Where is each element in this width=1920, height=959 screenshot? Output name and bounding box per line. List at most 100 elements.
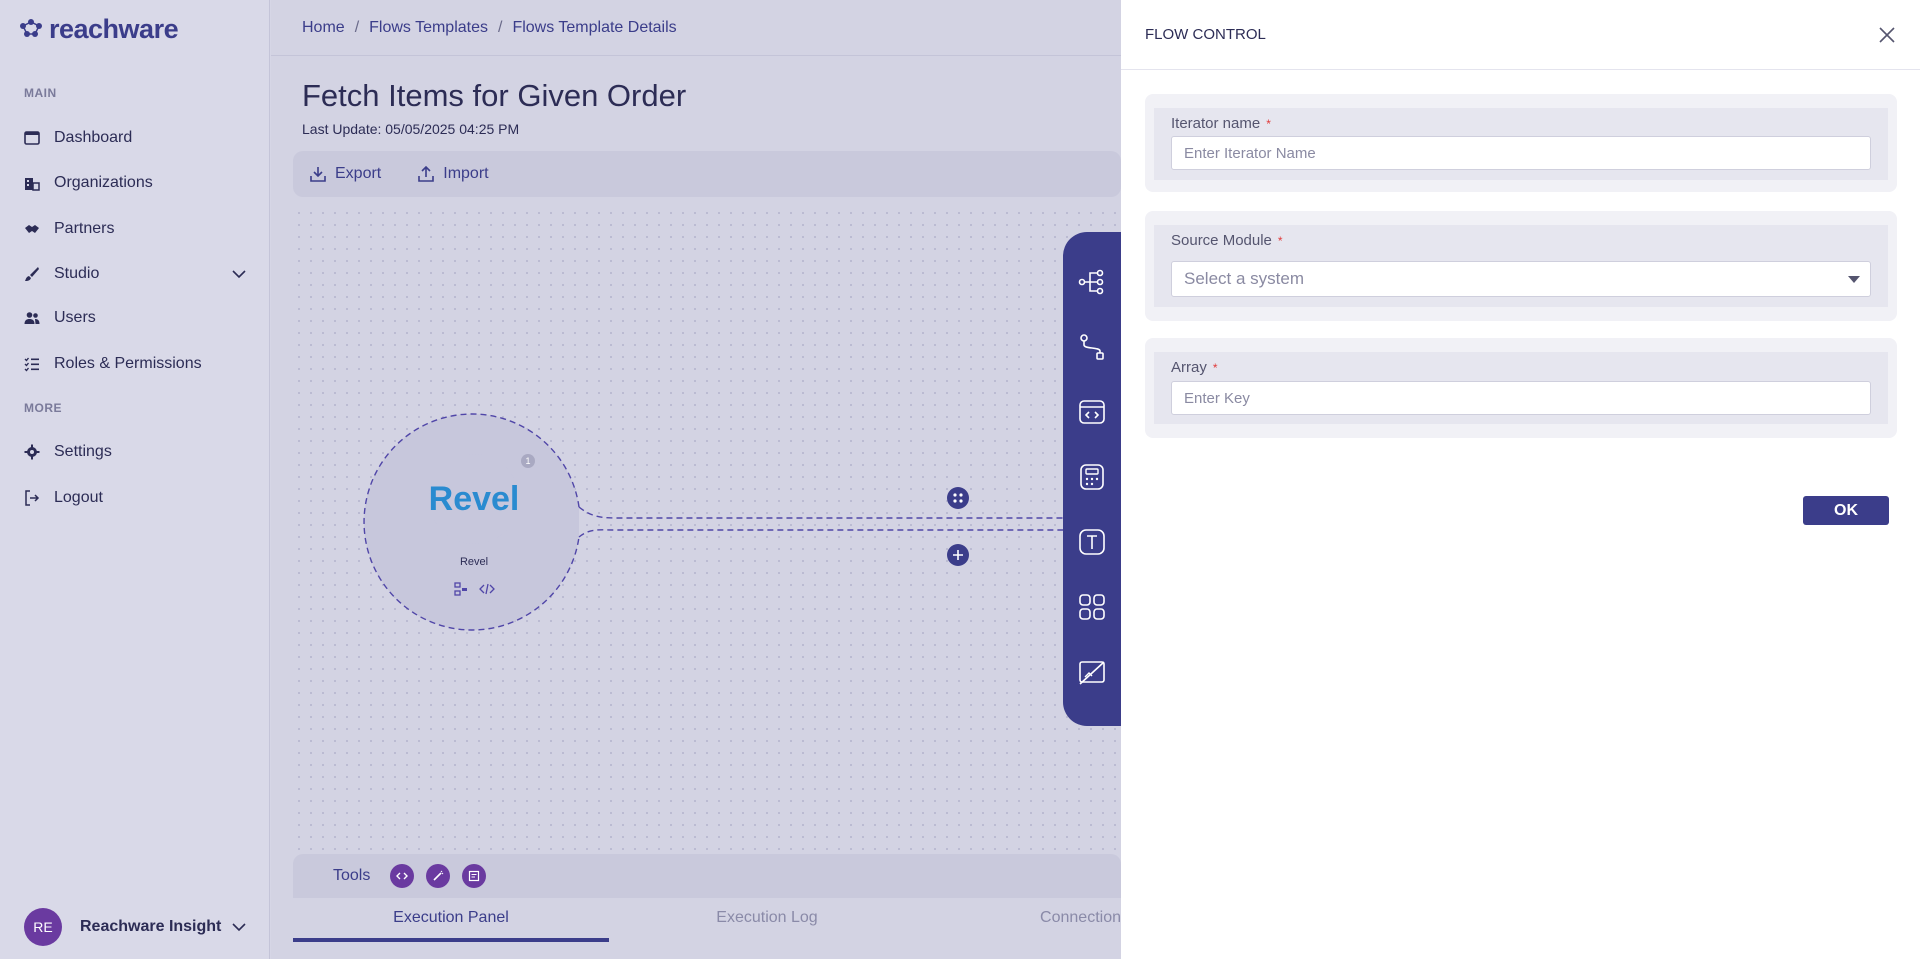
gear-icon: [24, 444, 40, 460]
sidebar-item-label: Dashboard: [54, 129, 133, 146]
ok-button[interactable]: OK: [1803, 496, 1889, 525]
export-label: Export: [335, 165, 382, 182]
flow-branch-icon[interactable]: [1078, 268, 1106, 296]
panel-header: FLOW CONTROL: [1121, 0, 1920, 70]
breadcrumb-flows-templates[interactable]: Flows Templates: [369, 18, 488, 36]
note-icon: [469, 870, 480, 882]
required-marker: *: [1266, 117, 1271, 131]
router-button[interactable]: [947, 487, 969, 509]
sidebar-item-logout[interactable]: Logout: [24, 483, 248, 513]
sidebar-item-settings[interactable]: Settings: [24, 437, 248, 467]
required-marker: *: [1212, 361, 1218, 375]
hierarchy-icon[interactable]: [453, 581, 469, 597]
tab-execution-panel[interactable]: Execution Panel: [293, 898, 609, 942]
chevron-down-icon[interactable]: [230, 265, 248, 283]
sidebar-item-label: Roles & Permissions: [54, 355, 202, 372]
node-label: Revel: [459, 556, 489, 568]
breadcrumb: Home / Flows Templates / Flows Template …: [271, 0, 1121, 56]
sidebar-item-label: Users: [54, 309, 96, 326]
export-button[interactable]: Export: [309, 165, 381, 183]
users-icon: [24, 312, 40, 324]
sidebar-item-label: Partners: [54, 220, 115, 237]
source-module-card: Source Module * Select a system: [1145, 211, 1897, 321]
revel-logo: Revel: [428, 479, 520, 518]
router-dots-icon: [953, 493, 963, 503]
brush-icon: [25, 267, 39, 281]
page-title: Fetch Items for Given Order: [302, 78, 687, 113]
text-box-icon[interactable]: [1078, 528, 1106, 556]
import-button[interactable]: Import: [417, 165, 489, 183]
breadcrumb-separator: /: [498, 18, 503, 36]
iterator-name-input[interactable]: [1171, 136, 1871, 170]
source-module-placeholder: Select a system: [1184, 269, 1304, 288]
section-label-more: MORE: [24, 401, 62, 415]
avatar: RE: [24, 908, 62, 946]
array-card: Array *: [1145, 338, 1897, 438]
no-preview-icon[interactable]: [1078, 658, 1106, 686]
calculator-icon[interactable]: [1078, 463, 1106, 491]
dashboard-icon: [24, 131, 40, 145]
sidebar-item-organizations[interactable]: Organizations: [24, 168, 248, 198]
code-icon: [396, 872, 409, 880]
reachware-logo[interactable]: reachware: [17, 14, 179, 45]
iterator-name-label: Iterator name *: [1171, 115, 1271, 132]
route-icon[interactable]: [1078, 333, 1106, 361]
tools-label: Tools: [333, 867, 371, 884]
user-name: Reachware Insight: [80, 918, 222, 935]
panel-title: FLOW CONTROL: [1145, 26, 1266, 43]
sidebar-item-label: Studio: [54, 265, 100, 282]
code-icon[interactable]: [479, 581, 495, 597]
source-module-select[interactable]: Select a system: [1171, 261, 1871, 297]
last-update: Last Update: 05/05/2025 04:25 PM: [302, 121, 520, 137]
flow-canvas[interactable]: [293, 207, 1121, 852]
logo-mark-icon: [20, 18, 42, 37]
plus-icon: [953, 550, 963, 560]
node-tools: [453, 581, 495, 597]
execution-tabs: Execution Panel Execution Log Connection: [293, 898, 1121, 942]
source-module-group: Source Module * Select a system: [1154, 225, 1888, 307]
array-key-input[interactable]: [1171, 381, 1871, 415]
tab-execution-log[interactable]: Execution Log: [716, 909, 818, 926]
revel-node[interactable]: Revel: [429, 454, 519, 544]
organizations-icon: [25, 178, 40, 191]
close-icon[interactable]: [1876, 24, 1898, 46]
handshake-icon: [25, 225, 39, 233]
add-step-button[interactable]: [947, 544, 969, 566]
code-tool-button[interactable]: [390, 864, 415, 888]
tools-bar: Tools: [293, 854, 1121, 898]
sidebar-item-label: Settings: [54, 443, 112, 460]
iterator-name-card: Iterator name *: [1145, 94, 1897, 192]
sidebar: reachware MAIN Dashboard Organizations P…: [0, 0, 270, 959]
required-marker: *: [1277, 234, 1283, 248]
upload-icon: [418, 165, 435, 182]
flow-control-panel: FLOW CONTROL Iterator name* Source Modul…: [1121, 0, 1920, 959]
array-group: Array *: [1154, 352, 1888, 424]
sidebar-item-studio[interactable]: Studio: [24, 259, 248, 289]
chevron-down-icon[interactable]: [230, 918, 248, 936]
tab-connection[interactable]: Connection: [1040, 909, 1121, 926]
user-menu[interactable]: RE Reachware Insight: [24, 908, 248, 946]
breadcrumb-current: Flows Template Details: [512, 18, 677, 36]
sidebar-item-partners[interactable]: Partners: [24, 214, 248, 244]
sidebar-item-dashboard[interactable]: Dashboard: [24, 123, 248, 153]
logout-icon: [25, 490, 40, 506]
sidebar-item-roles-permissions[interactable]: Roles & Permissions: [24, 349, 248, 379]
breadcrumb-separator: /: [354, 18, 360, 36]
note-tool-button[interactable]: [462, 864, 487, 888]
module-rail: [1063, 232, 1121, 726]
import-label: Import: [443, 165, 489, 182]
source-module-label: Source Module *: [1171, 232, 1283, 249]
sidebar-item-label: Logout: [54, 489, 103, 506]
code-window-icon[interactable]: [1078, 398, 1106, 426]
section-label-main: MAIN: [24, 86, 57, 100]
breadcrumb-home[interactable]: Home: [302, 18, 345, 36]
list-check-icon: [24, 357, 39, 372]
magic-wand-tool-button[interactable]: [426, 864, 451, 888]
flow-toolbar: Export Import: [293, 151, 1121, 197]
array-label: Array *: [1171, 359, 1218, 376]
apps-grid-icon[interactable]: [1078, 593, 1106, 621]
iterator-name-group: Iterator name *: [1154, 108, 1888, 180]
sidebar-item-users[interactable]: Users: [24, 303, 248, 333]
download-icon: [310, 167, 326, 182]
node-badge: 1: [521, 454, 535, 468]
